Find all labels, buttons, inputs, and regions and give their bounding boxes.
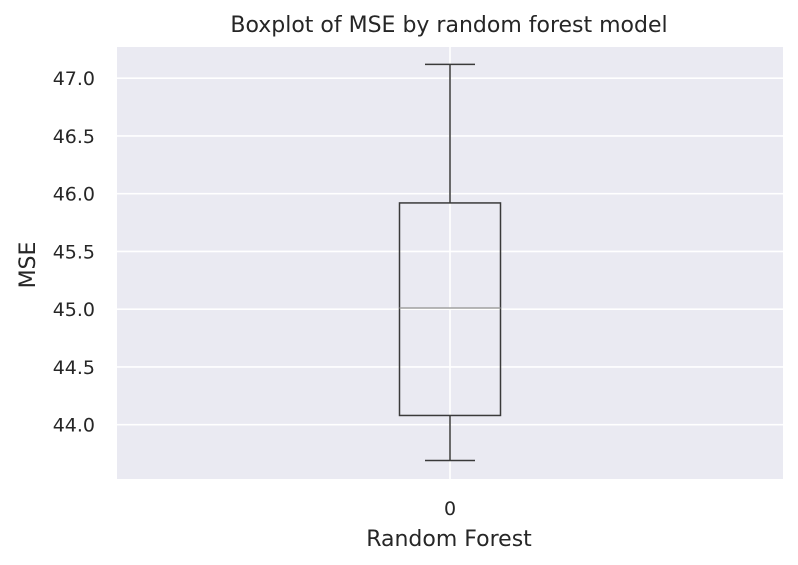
- y-tick-label: 45.5: [53, 241, 95, 263]
- y-tick-labels: 44.0 44.5 45.0 45.5 46.0 46.5 47.0: [53, 68, 95, 437]
- y-tick-label: 46.5: [53, 126, 95, 148]
- y-axis-label: MSE: [16, 242, 41, 289]
- y-tick-label: 44.0: [53, 415, 95, 437]
- y-tick-label: 44.5: [53, 357, 95, 379]
- x-axis-label: Random Forest: [366, 527, 532, 552]
- y-tick-label: 47.0: [53, 68, 95, 90]
- chart-title: Boxplot of MSE by random forest model: [230, 13, 667, 38]
- y-tick-label: 45.0: [53, 299, 95, 321]
- x-tick-label: 0: [444, 498, 456, 520]
- x-tick-labels: 0: [444, 498, 456, 520]
- box-iqr: [398, 202, 502, 417]
- boxes: [398, 63, 502, 462]
- y-tick-label: 46.0: [53, 184, 95, 206]
